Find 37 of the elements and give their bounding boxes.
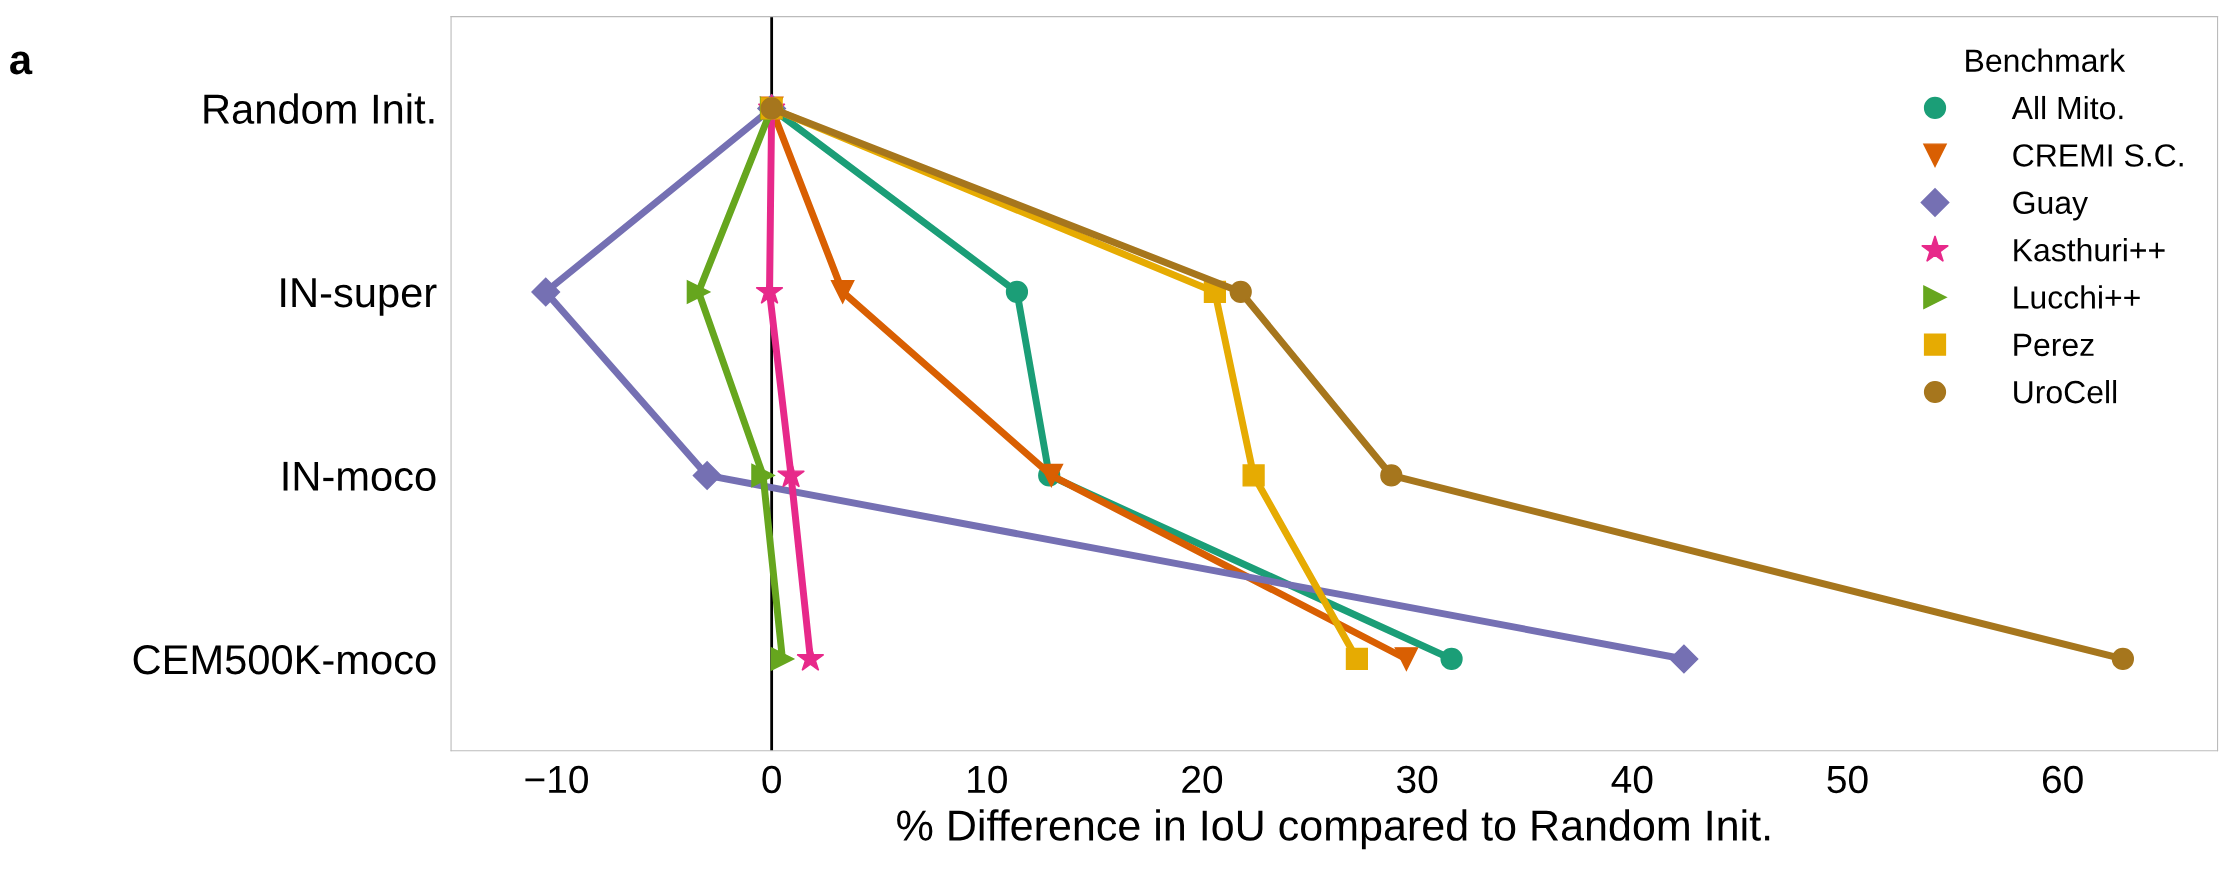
legend-label: Perez bbox=[2014, 333, 2094, 357]
legend-label: CREMI S.C. bbox=[2013, 144, 2183, 167]
point bbox=[531, 277, 561, 307]
point bbox=[770, 647, 795, 671]
text: a bbox=[10, 51, 33, 75]
y-tick-label: CEM500K-moco bbox=[133, 644, 436, 675]
point bbox=[751, 463, 775, 488]
x-tick-label: −10 bbox=[525, 765, 588, 794]
point bbox=[830, 280, 855, 304]
x-tick-label: 0 bbox=[762, 765, 781, 794]
point bbox=[1345, 647, 1369, 671]
legend-label: UroCell bbox=[2014, 380, 2117, 404]
point bbox=[1669, 644, 1699, 674]
x-tick-label: 30 bbox=[1397, 765, 1438, 794]
legend-label: All Mito. bbox=[2011, 95, 2123, 120]
point bbox=[2111, 647, 2135, 671]
x-tick-label: 10 bbox=[968, 765, 1007, 794]
x-tick-label: 40 bbox=[1611, 765, 1653, 794]
point bbox=[686, 280, 711, 304]
y-tick-label: IN-super bbox=[281, 278, 437, 316]
point bbox=[1229, 280, 1252, 304]
y-tick-label: IN-moco bbox=[283, 461, 436, 491]
point bbox=[1440, 647, 1463, 671]
x-tick-label: 20 bbox=[1182, 765, 1223, 794]
y-tick-label: Random Init. bbox=[204, 93, 434, 124]
point bbox=[1394, 647, 1419, 671]
x-axis-title: % Difference in IoU compared to Random Init. bbox=[897, 809, 1770, 850]
legend-label: Lucchi++ bbox=[2014, 285, 2140, 309]
legend-label: Guay bbox=[2013, 191, 2088, 221]
point bbox=[1005, 280, 1029, 304]
legend-label: Kasthuri++ bbox=[2014, 237, 2165, 262]
point bbox=[692, 461, 722, 490]
x-tick-label: 50 bbox=[1827, 765, 1868, 794]
x-tick-label: 60 bbox=[2042, 765, 2083, 794]
point bbox=[1242, 464, 1265, 487]
legend-title: Benchmark bbox=[1966, 48, 2126, 73]
point bbox=[1380, 464, 1403, 487]
